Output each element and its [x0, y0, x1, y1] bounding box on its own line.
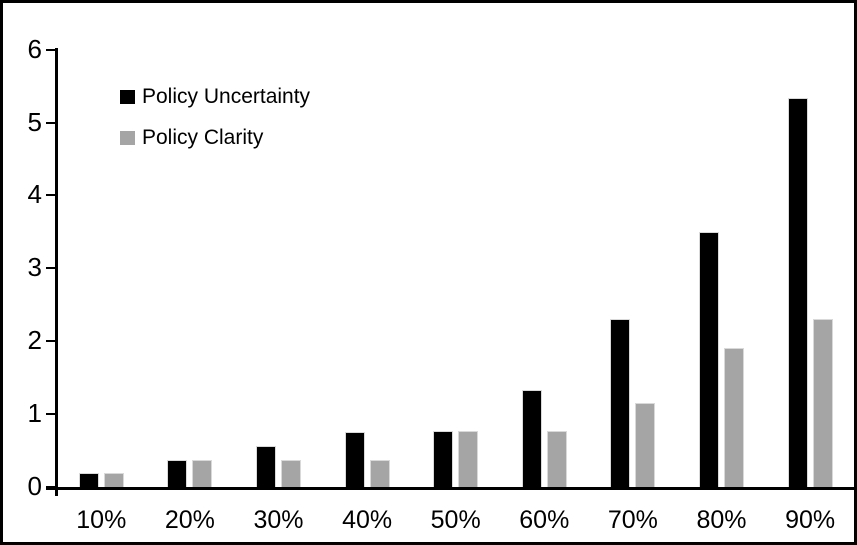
bar-policy-uncertainty [433, 431, 454, 487]
y-axis-tick-label: 4 [27, 179, 42, 210]
x-axis-label: 10% [76, 506, 127, 534]
y-axis-tick-label: 6 [27, 33, 42, 64]
bar-policy-clarity [192, 460, 213, 487]
y-axis-tick-label: 5 [27, 106, 42, 137]
bar-policy-uncertainty [610, 319, 631, 487]
bar-policy-clarity [369, 460, 390, 487]
legend-label: Policy Uncertainty [142, 84, 311, 108]
legend-label: Policy Clarity [142, 125, 264, 149]
x-axis-label: 80% [696, 506, 747, 534]
bar-policy-uncertainty [344, 432, 365, 487]
x-axis-label: 90% [785, 506, 836, 534]
y-axis-tick [46, 194, 56, 197]
x-axis-label: 70% [607, 506, 658, 534]
x-axis-label: 20% [164, 506, 215, 534]
y-axis-tick [46, 413, 56, 416]
bar-policy-uncertainty [256, 446, 276, 487]
policy-clarity-swatch-icon [120, 130, 135, 145]
bar-policy-clarity [724, 348, 744, 487]
y-axis-line [55, 48, 58, 496]
bar-policy-clarity [635, 403, 656, 487]
y-axis-tick [46, 48, 56, 51]
bar-policy-uncertainty [78, 473, 99, 487]
y-axis-tick-label: 0 [27, 471, 42, 501]
y-axis-tick [46, 486, 56, 488]
legend-entry-policy-uncertainty: Policy Uncertainty [120, 84, 311, 108]
x-axis-label: 50% [430, 506, 481, 534]
bar-policy-clarity [812, 319, 833, 487]
y-axis-tick-label: 1 [27, 398, 42, 429]
bar-policy-uncertainty [167, 460, 188, 487]
y-axis-tick [46, 121, 56, 124]
policy-uncertainty-swatch-icon [120, 89, 135, 104]
y-axis-tick-label: 3 [27, 252, 42, 283]
y-axis-tick [46, 340, 56, 343]
x-axis-line [46, 486, 854, 490]
bar-policy-clarity [458, 431, 479, 487]
bar-policy-clarity [281, 460, 301, 487]
bar-policy-uncertainty [521, 390, 542, 487]
bar-policy-clarity [546, 431, 567, 487]
y-axis-tick-label: 2 [27, 325, 42, 356]
legend-entry-policy-clarity: Policy Clarity [120, 125, 264, 149]
x-axis-label: 40% [342, 506, 393, 534]
y-axis-tick [46, 267, 56, 270]
bar-policy-uncertainty [699, 232, 719, 487]
x-axis-label: 60% [519, 506, 570, 534]
x-axis-label: 30% [253, 506, 304, 534]
bar-policy-uncertainty [787, 98, 808, 487]
bar-policy-clarity [103, 473, 124, 487]
